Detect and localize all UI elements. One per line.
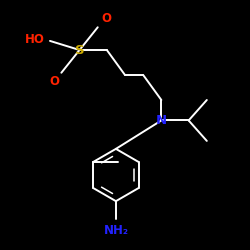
Text: S: S [75,44,84,57]
Text: HO: HO [24,33,44,46]
Text: O: O [49,75,59,88]
Text: NH₂: NH₂ [104,224,128,237]
Text: O: O [101,12,111,25]
Text: N: N [156,114,167,127]
